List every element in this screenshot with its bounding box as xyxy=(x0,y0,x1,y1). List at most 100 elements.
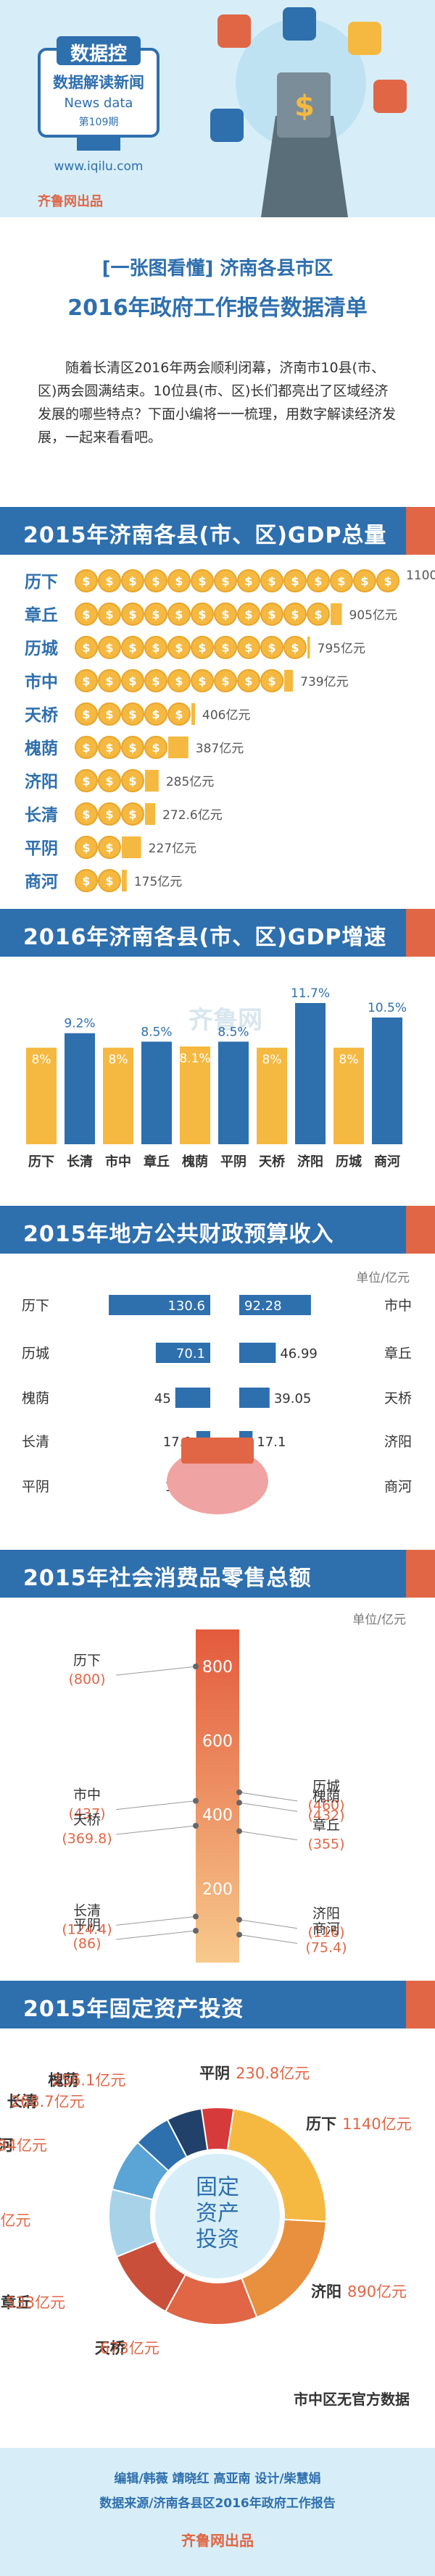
gdp-coin-symbol: $ xyxy=(175,641,183,655)
retail-category-label: 长清 xyxy=(73,1902,101,1918)
retail-connector xyxy=(115,1800,196,1811)
gdp-growth-category-label: 槐荫 xyxy=(181,1154,208,1170)
gdp-coin xyxy=(75,702,98,726)
gdp-total-category-label: 商河 xyxy=(25,872,58,891)
retail-connector xyxy=(115,1666,196,1676)
section-gdp-growth: 2016年济南各县(市、区)GDP增速 xyxy=(0,909,435,957)
footer-credits: 编辑/韩薇 靖晓红 高亚南 设计/柴慧娟 xyxy=(114,2472,321,2486)
gdp-coin-symbol: $ xyxy=(268,674,276,688)
gdp-coin xyxy=(237,569,260,592)
gdp-coin xyxy=(98,769,121,792)
gdp-coin-symbol: $ xyxy=(128,641,136,655)
gdp-total-category-label: 历下 xyxy=(25,573,58,592)
gdp-growth-category-label: 平阴 xyxy=(220,1154,246,1170)
receipt-icon xyxy=(181,1438,254,1464)
gdp-growth-bar xyxy=(334,1047,364,1144)
retail-point xyxy=(236,1800,242,1806)
gdp-coin-symbol: $ xyxy=(128,708,136,721)
gdp-growth-value-label: 8% xyxy=(339,1053,359,1067)
fixed-asset-value-label: 1140亿元 xyxy=(342,2115,411,2133)
gdp-growth-value-label: 8.5% xyxy=(141,1025,172,1039)
gdp-coin-symbol: $ xyxy=(82,874,90,888)
gdp-coin-symbol: $ xyxy=(198,674,206,688)
gdp-coin xyxy=(167,569,191,592)
gdp-coin xyxy=(98,603,121,626)
gdp-growth-category-label: 市中 xyxy=(105,1154,131,1170)
gdp-coin xyxy=(98,802,121,826)
gdp-growth-value-label: 8.1% xyxy=(179,1052,210,1066)
page-title-line2: 2016年政府工作报告数据清单 xyxy=(67,295,368,321)
revenue-right-category: 济阳 xyxy=(384,1434,412,1450)
gdp-growth-bar xyxy=(218,1041,249,1144)
banner-tab xyxy=(406,1550,435,1598)
gdp-coin xyxy=(144,569,167,592)
issue-number: 第109期 xyxy=(78,117,119,128)
gdp-coin xyxy=(307,569,330,592)
gdp-coin-symbol: $ xyxy=(82,708,90,721)
gdp-coin-symbol: $ xyxy=(268,608,276,621)
gdp-coin-partial xyxy=(307,637,310,658)
gdp-coin xyxy=(144,603,167,626)
fixed-asset-value-label: 890亿元 xyxy=(347,2283,407,2300)
page-title-line1: [一张图看懂] 济南各县市区 xyxy=(0,253,435,280)
title-text: 济南各县市区 xyxy=(220,258,334,280)
gdp-growth-value-label: 10.5% xyxy=(368,1001,407,1015)
gdp-growth-category-label: 商河 xyxy=(374,1154,400,1170)
gdp-coin xyxy=(167,669,191,692)
fixed-asset-value-label: 490亿元 xyxy=(0,2212,30,2229)
retail-value-label: (369.8) xyxy=(62,1831,112,1847)
retail-category-label: 济阳 xyxy=(312,1906,340,1922)
gdp-coin-symbol: $ xyxy=(337,574,345,588)
gdp-coin-symbol: $ xyxy=(152,708,160,721)
retail-value-label: (75.4) xyxy=(305,1939,347,1955)
gdp-growth-category-label: 历下 xyxy=(28,1154,54,1170)
retail-value-label: (460) xyxy=(307,1797,344,1813)
retail-axis-tick: 600 xyxy=(202,1732,233,1750)
gdp-coin-symbol: $ xyxy=(128,807,136,821)
gdp-growth-bar xyxy=(26,1047,57,1144)
retail-value-label: (116) xyxy=(307,1925,344,1941)
retail-chart: 单位/亿元 800 600 400 200 历下 (800) 市中 (437)天桥 (369.8)… xyxy=(62,1613,406,1963)
gdp-coin xyxy=(167,702,191,726)
revenue-left-category: 长清 xyxy=(22,1434,49,1450)
gdp-coin-symbol: $ xyxy=(128,608,136,621)
website-url[interactable]: www.iqilu.com xyxy=(54,159,144,174)
retail-value-label: (432) xyxy=(307,1808,344,1824)
gdp-coin-symbol: $ xyxy=(105,608,113,621)
gdp-coin-symbol: $ xyxy=(291,608,299,621)
gdp-coin xyxy=(98,836,121,859)
fixed-asset-category-label: 济阳 xyxy=(311,2283,341,2300)
gdp-coin-partial xyxy=(331,603,342,625)
gdp-coin xyxy=(214,603,237,626)
gdp-growth-value-label: 8% xyxy=(262,1053,282,1067)
gdp-coin-partial xyxy=(191,703,196,725)
revenue-left-category: 历城 xyxy=(22,1346,49,1362)
phone-hand-icon xyxy=(261,116,348,217)
gdp-coin-symbol: $ xyxy=(82,574,90,588)
gdp-coin-symbol: $ xyxy=(82,841,90,855)
gdp-coin xyxy=(75,802,98,826)
footer-publisher: 齐鲁网出品 xyxy=(181,2532,254,2549)
fixed-asset-category-label: 历下 xyxy=(306,2115,336,2133)
retail-category-label: 槐荫 xyxy=(312,1789,340,1805)
gdp-coin-symbol: $ xyxy=(152,608,160,621)
retail-value-label: (800) xyxy=(68,1671,105,1687)
gdp-coin-symbol: $ xyxy=(105,874,113,888)
gdp-total-svg: 历下 $ $ $ $ $ $ $ $ $ $ $ $ $ $1100亿元章丘 $ $ $ $ $ $ $ $ $ $ $905亿元… xyxy=(25,569,435,892)
gdp-coin xyxy=(121,569,144,592)
gdp-coin xyxy=(98,736,121,759)
gdp-coin-symbol: $ xyxy=(105,807,113,821)
section-retail: 2015年社会消费品零售总额 xyxy=(0,1550,435,1598)
retail-value-label: (124.4) xyxy=(62,1921,112,1937)
gdp-coin-symbol: $ xyxy=(314,574,322,588)
gdp-total-category-label: 槐荫 xyxy=(25,739,58,758)
section-title-fixed: 2015年固定资产投资 xyxy=(23,1997,244,2022)
retail-axis-tick: 800 xyxy=(202,1658,233,1677)
gdp-coin-symbol: $ xyxy=(128,574,136,588)
gdp-coin-symbol: $ xyxy=(82,807,90,821)
footer-source: 数据来源/济南各县区2016年政府工作报告 xyxy=(99,2496,336,2511)
gdp-coin-symbol: $ xyxy=(221,641,229,655)
gdp-coin xyxy=(307,603,330,626)
gdp-growth-category-label: 济阳 xyxy=(297,1154,323,1170)
gdp-coin-symbol: $ xyxy=(105,708,113,721)
